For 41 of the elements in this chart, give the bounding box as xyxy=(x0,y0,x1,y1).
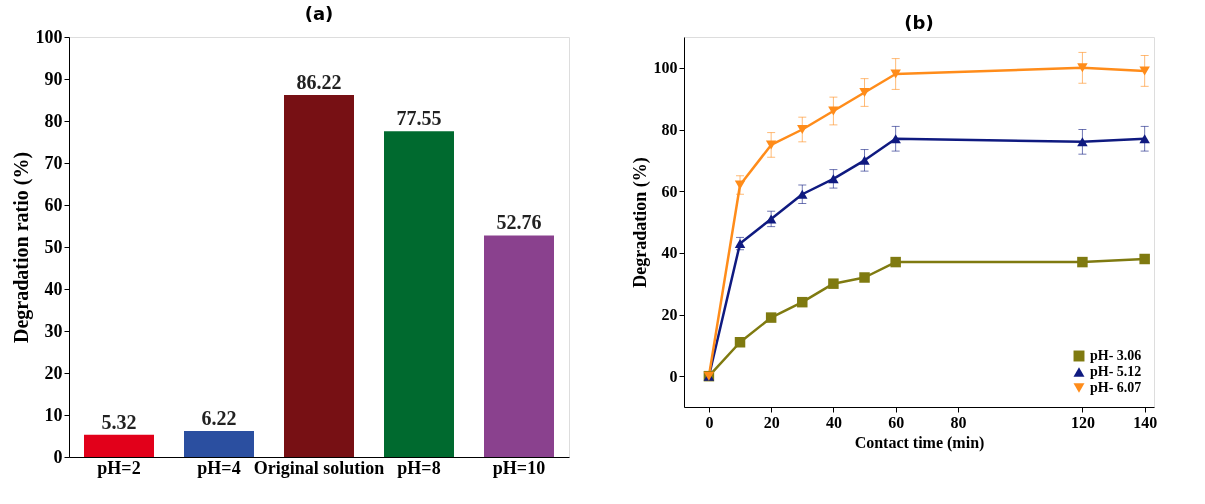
y-tick-label: 50 xyxy=(44,236,63,257)
data-label: 86.22 xyxy=(296,70,342,93)
y-axis-title: Degradation (%) xyxy=(629,157,651,288)
y-tick-label: 100 xyxy=(35,26,63,47)
x-axis-title: Contact time (min) xyxy=(854,433,985,452)
y-tick-label: 30 xyxy=(44,320,63,341)
x-tick-label: pH=8 xyxy=(397,457,441,478)
data-label: 52.76 xyxy=(496,211,542,234)
y-tick-label: 80 xyxy=(44,110,63,131)
legend-label: pH- 3.06 xyxy=(1090,348,1142,363)
y-tick-label: 70 xyxy=(44,152,63,173)
data-label: 77.55 xyxy=(396,107,442,130)
legend-label: pH- 6.07 xyxy=(1090,380,1142,395)
data-label: 6.22 xyxy=(201,406,237,429)
y-tick-label: 100 xyxy=(653,59,678,77)
x-tick-label: 120 xyxy=(1070,413,1095,431)
y-tick-label: 10 xyxy=(44,404,63,425)
y-tick-label: 40 xyxy=(661,244,678,262)
x-tick-label: 20 xyxy=(763,413,780,431)
chart-title: (a) xyxy=(304,3,334,24)
x-tick-label: pH=10 xyxy=(492,457,546,478)
y-tick-label: 0 xyxy=(669,367,678,385)
x-tick-label: 80 xyxy=(950,413,967,431)
x-tick-label: 40 xyxy=(825,413,842,431)
x-tick-label: pH=2 xyxy=(97,457,141,478)
y-tick-label: 60 xyxy=(661,182,678,200)
y-tick-label: 40 xyxy=(44,278,63,299)
x-tick-label: 60 xyxy=(888,413,905,431)
y-tick-label: 80 xyxy=(661,121,678,138)
x-tick-label: Original solution xyxy=(253,457,385,478)
x-tick-label: 0 xyxy=(705,413,714,431)
y-tick-label: 90 xyxy=(44,68,63,89)
x-tick-label: 140 xyxy=(1133,413,1158,431)
y-tick-label: 20 xyxy=(44,362,63,383)
y-tick-label: 60 xyxy=(44,194,63,215)
legend-label: pH- 5.12 xyxy=(1090,364,1142,379)
y-tick-label: 20 xyxy=(661,306,678,323)
chart-title: (b) xyxy=(904,12,934,33)
x-tick-label: pH=4 xyxy=(197,457,241,478)
data-label: 5.32 xyxy=(101,410,137,433)
y-axis-title: Degradation ratio (%) xyxy=(9,151,33,344)
